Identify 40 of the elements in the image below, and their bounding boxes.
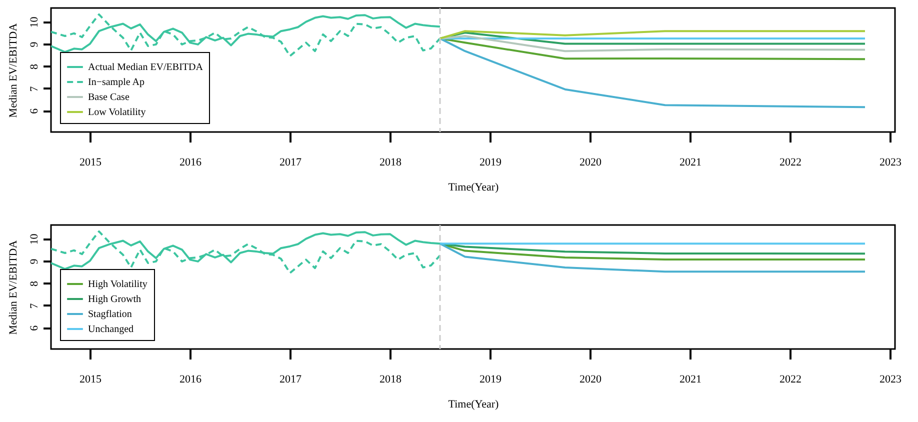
legend-label: Base Case bbox=[88, 92, 130, 103]
x-tick-label: 2022 bbox=[780, 374, 802, 386]
y-tick-label: 10 bbox=[28, 233, 40, 245]
legend-label: Actual Median EV/EBITDA bbox=[88, 62, 204, 73]
x-tick-label: 2020 bbox=[580, 374, 602, 386]
x-tick-label: 2022 bbox=[780, 156, 802, 168]
legend-label: High Growth bbox=[88, 294, 142, 305]
y-tick-label: 7 bbox=[28, 86, 40, 92]
x-axis-title: Time(Year) bbox=[448, 398, 500, 410]
x-tick-label: 2018 bbox=[380, 156, 402, 168]
x-tick-label: 2017 bbox=[280, 156, 302, 168]
legend-label: In−sample Ap bbox=[88, 77, 144, 88]
y-tick-label: 8 bbox=[28, 63, 40, 70]
x-tick-label: 2016 bbox=[180, 156, 202, 168]
y-tick-label: 6 bbox=[28, 108, 40, 114]
x-tick-label: 2017 bbox=[280, 374, 302, 386]
x-tick-label: 2020 bbox=[580, 156, 602, 168]
x-tick-label: 2023 bbox=[880, 374, 902, 386]
legend-label: High Volatility bbox=[88, 279, 148, 290]
x-tick-label: 2023 bbox=[880, 156, 902, 168]
x-axis-title: Time(Year) bbox=[448, 182, 500, 194]
y-axis-title: Median EV/EBITDA bbox=[8, 23, 20, 118]
x-tick-label: 2015 bbox=[80, 156, 102, 168]
x-tick-label: 2021 bbox=[680, 374, 702, 386]
legend-label: Low Volatility bbox=[88, 107, 146, 118]
y-tick-label: 7 bbox=[28, 302, 40, 309]
y-tick-label: 9 bbox=[28, 258, 40, 264]
y-axis-title: Median EV/EBITDA bbox=[8, 240, 20, 335]
y-tick-label: 10 bbox=[28, 16, 40, 28]
y-tick-label: 6 bbox=[28, 324, 40, 331]
legend-label: Stagflation bbox=[88, 309, 132, 320]
x-tick-label: 2019 bbox=[480, 374, 502, 386]
x-tick-label: 2018 bbox=[380, 374, 402, 386]
y-tick-label: 9 bbox=[28, 41, 40, 48]
legend-label: Unchanged bbox=[88, 324, 134, 335]
x-tick-label: 2021 bbox=[680, 156, 702, 168]
x-tick-label: 2019 bbox=[480, 156, 502, 168]
x-tick-label: 2015 bbox=[80, 374, 102, 386]
x-tick-label: 2016 bbox=[180, 374, 202, 386]
y-tick-label: 8 bbox=[28, 280, 40, 286]
